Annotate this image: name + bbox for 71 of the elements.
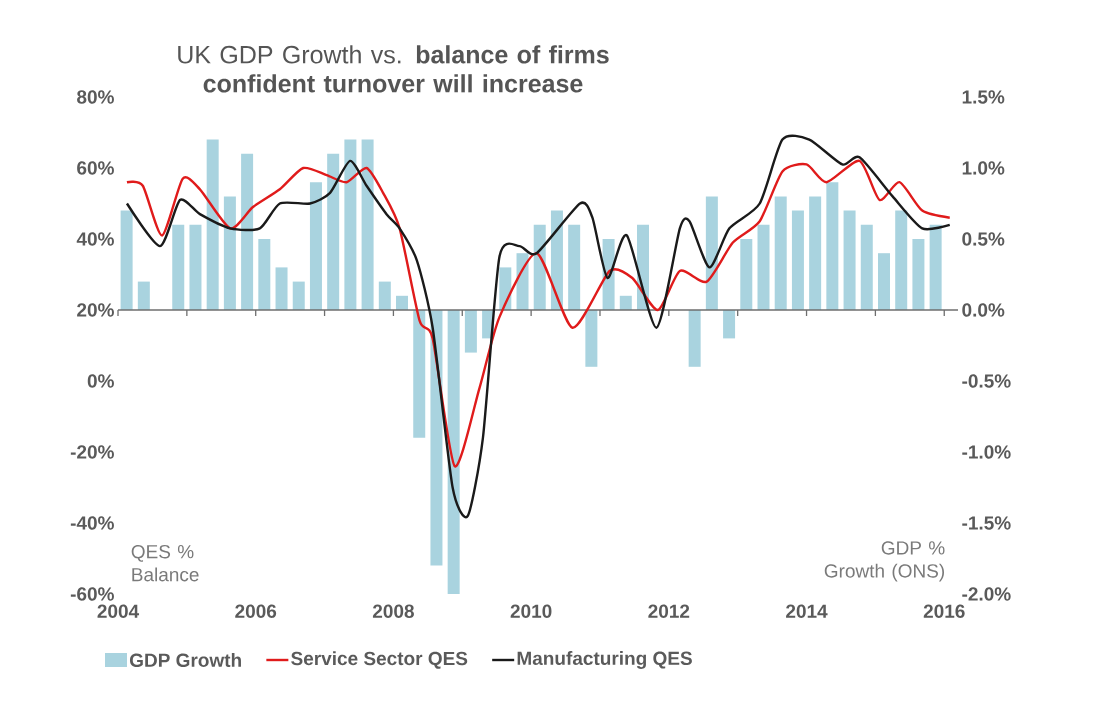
bar [516, 253, 529, 310]
bar [533, 224, 546, 310]
bar [344, 139, 357, 310]
bar [137, 281, 150, 310]
bar [292, 281, 305, 310]
bar [430, 310, 443, 566]
bar [895, 210, 908, 310]
bar [568, 224, 581, 310]
y2-axis-title: GDP % Growth (ONS) [824, 541, 945, 582]
chart-title: UK GDP Growth vs. balance of firms confident turnover will increase [178, 45, 609, 93]
bar [740, 239, 753, 310]
bar [705, 196, 718, 310]
x-tick-label: 2006 [235, 604, 277, 618]
bar [877, 253, 890, 310]
bar [619, 295, 632, 310]
bar [223, 196, 236, 310]
bar [413, 310, 426, 438]
y-tick-label: 60% [77, 161, 114, 175]
bar [774, 196, 787, 310]
bar [929, 224, 942, 310]
bar [172, 224, 185, 310]
y2-tick-label: -1.0% [962, 445, 1011, 459]
y-tick-label: -40% [70, 516, 114, 530]
legend-label: Service Sector QES [291, 651, 468, 669]
x-tick-label: 2012 [648, 604, 690, 618]
y-tick-label: -20% [70, 445, 114, 459]
bar [378, 281, 391, 310]
y2-tick-label: -1.5% [962, 516, 1011, 530]
bar [826, 182, 839, 310]
y2-tick-label: 0.0% [962, 303, 1005, 317]
y2-tick-label: -0.5% [962, 374, 1011, 388]
y2-tick-label: 1.0% [962, 161, 1005, 175]
y-tick-label: 40% [76, 232, 114, 246]
legend-label: Manufacturing QES [517, 651, 692, 669]
bar [258, 239, 271, 310]
bar [688, 310, 701, 367]
x-tick-label: 2010 [510, 604, 552, 618]
bar [860, 224, 873, 310]
bar [396, 295, 409, 310]
bar [809, 196, 822, 310]
bar [791, 210, 804, 310]
y-tick-label: 20% [77, 303, 114, 317]
bar [275, 267, 288, 310]
bar [206, 139, 219, 310]
x-tick-label: 2008 [372, 604, 414, 618]
bar [912, 239, 925, 310]
y2-tick-label: 1.5% [962, 90, 1005, 104]
bar [309, 182, 322, 310]
x-tick-label: 2016 [923, 604, 965, 618]
x-tick-label: 2004 [97, 604, 140, 618]
legend-label: GDP Growth [129, 653, 241, 667]
y2-tick-label: -2.0% [962, 587, 1011, 601]
y-tick-label: 0% [87, 374, 114, 388]
bar [241, 153, 254, 310]
bar [120, 210, 133, 310]
y-tick-label: 80% [77, 90, 114, 104]
bar [447, 310, 460, 594]
y-tick-label: -60% [70, 587, 114, 601]
bar [464, 310, 477, 353]
y-axis-title: QES % Balance [131, 544, 199, 582]
bar [189, 224, 202, 310]
bar [723, 310, 736, 339]
bar [843, 210, 856, 310]
bar [327, 153, 340, 310]
bar [585, 310, 598, 367]
line-series [125, 159, 951, 468]
y2-tick-label: 0.5% [962, 232, 1005, 246]
bar [499, 267, 512, 310]
x-tick-label: 2014 [786, 604, 828, 618]
bar [757, 224, 770, 310]
bar [361, 139, 374, 310]
